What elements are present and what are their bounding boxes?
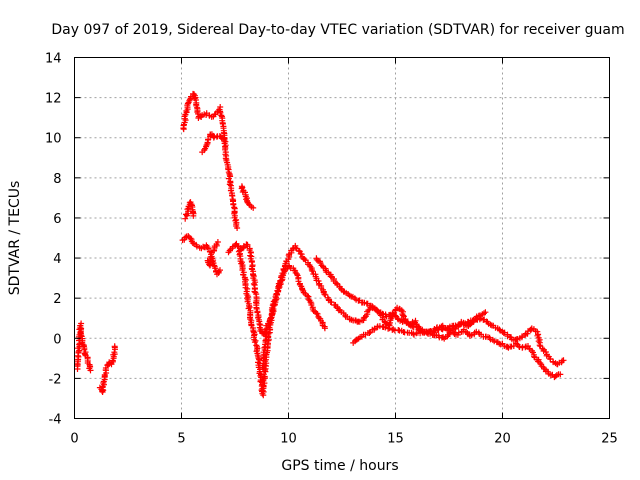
x-tick-label: 0	[70, 432, 78, 447]
data-point	[193, 243, 200, 250]
data-point	[301, 256, 308, 263]
x-tick-labels: 0 5 10 15 20 25	[70, 432, 617, 447]
data-point	[309, 268, 316, 275]
y-tick-label: 12	[45, 92, 62, 107]
data-point	[111, 343, 118, 350]
plot-frame	[74, 57, 610, 419]
data-point	[328, 299, 335, 306]
data-point	[205, 245, 212, 252]
data-point	[250, 280, 257, 287]
data-point	[275, 287, 281, 294]
data-point	[256, 356, 263, 363]
data-point	[234, 225, 241, 231]
data-point	[327, 273, 334, 280]
data-point	[247, 252, 254, 259]
x-tick-label: 15	[387, 432, 404, 447]
y-tick-label: -2	[49, 372, 62, 387]
data-point	[321, 291, 328, 297]
data-point	[462, 320, 469, 327]
x-tick-label: 20	[494, 432, 511, 447]
data-point	[250, 204, 257, 211]
y-tick-label: 0	[53, 332, 61, 347]
data-point	[366, 330, 373, 336]
data-point	[304, 292, 311, 299]
data-point	[262, 337, 269, 344]
data-points	[74, 90, 567, 399]
data-point	[537, 360, 544, 366]
data-point	[400, 312, 407, 319]
x-tick-label: 5	[177, 432, 185, 447]
data-point	[313, 310, 320, 317]
data-point	[214, 239, 221, 245]
data-point	[186, 96, 193, 103]
y-tick-label: 2	[53, 292, 61, 307]
data-point	[269, 304, 276, 311]
data-point	[230, 201, 237, 208]
data-point	[190, 212, 197, 219]
data-point	[379, 310, 386, 317]
data-point	[439, 326, 446, 333]
data-point	[87, 367, 94, 374]
x-tick-label: 25	[601, 432, 618, 447]
data-point	[496, 326, 503, 333]
data-point	[382, 324, 389, 331]
y-tick-label: 8	[53, 172, 61, 187]
y-tick-label: 4	[53, 252, 61, 267]
y-tick-label: 6	[53, 212, 61, 227]
data-point	[482, 309, 489, 316]
data-point	[519, 333, 526, 340]
y-axis-label: SDTVAR / TECUs	[7, 181, 23, 296]
data-point	[267, 316, 273, 322]
data-point	[531, 353, 538, 360]
data-point	[275, 285, 282, 292]
y-tick-label: 14	[45, 52, 62, 67]
data-point	[560, 357, 567, 364]
tick-marks	[74, 57, 610, 419]
data-point	[522, 344, 529, 351]
data-point	[182, 215, 189, 222]
data-point	[321, 325, 328, 332]
data-point	[557, 371, 564, 378]
data-point	[261, 344, 268, 351]
data-point	[217, 267, 223, 274]
x-tick-label: 10	[280, 432, 297, 447]
chart-title: Day 097 of 2019, Sidereal Day-to-day VTE…	[51, 22, 624, 38]
y-tick-labels: -4 -2 0 2 4 6 8 10 12 14	[45, 52, 62, 428]
data-point	[307, 299, 314, 306]
data-point	[279, 270, 286, 277]
x-axis-label: GPS time / hours	[281, 458, 398, 474]
data-point	[314, 310, 321, 317]
data-point	[251, 339, 258, 346]
data-point	[374, 307, 381, 314]
data-point	[188, 201, 195, 208]
y-tick-label: 10	[45, 132, 62, 147]
data-point	[376, 323, 383, 330]
data-point	[536, 342, 543, 349]
y-tick-label: -4	[49, 413, 62, 428]
data-point	[226, 181, 233, 188]
